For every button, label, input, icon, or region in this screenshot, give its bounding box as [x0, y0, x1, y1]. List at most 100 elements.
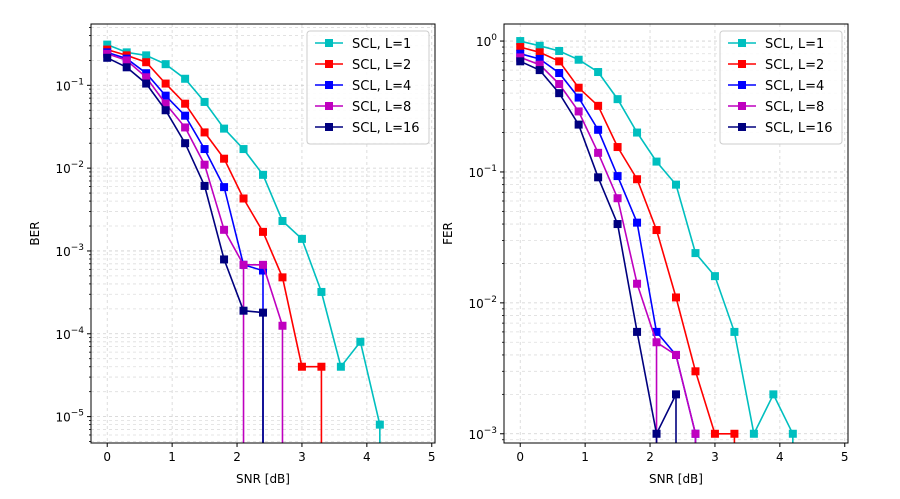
ber-data-point [200, 128, 209, 137]
fer-y-tick-label: 10−2 [468, 295, 497, 311]
fer-data-point [613, 95, 622, 104]
fer-y-ticks: 100 10−1 10−2 10−3 [468, 33, 504, 442]
fer-legend-label: SCL, L=1 [765, 37, 824, 52]
ber-data-point [259, 227, 267, 236]
ber-legend-box [306, 30, 430, 145]
fer-data-point [574, 83, 583, 92]
fer-data-point [613, 172, 622, 181]
fer-series-line [519, 56, 697, 434]
ber-data-point [142, 58, 151, 67]
fer-x-axis-label: SNR [dB] [649, 472, 703, 486]
fer-x-tick-label: 1 [581, 450, 589, 464]
fer-legend-swatch-marker [738, 123, 746, 131]
ber-data-point [161, 60, 170, 69]
fer-data-point [535, 60, 544, 69]
fer-data-point [633, 218, 642, 227]
ber-data-point [336, 362, 345, 371]
ber-x-tick-label: 2 [233, 450, 241, 464]
ber-data-point [239, 194, 248, 203]
fer-legend-item: SCL, L=4 [728, 79, 824, 94]
ber-legend-label: SCL, L=4 [352, 79, 411, 94]
fer-data-point [535, 41, 544, 50]
fer-data-point [516, 43, 525, 52]
fer-data-point [555, 69, 564, 78]
ber-legend-swatch-marker [325, 60, 333, 68]
fer-data-point [730, 327, 739, 336]
fer-legend-swatch-marker [738, 39, 746, 47]
ber-y-tick-label: 10−5 [55, 409, 84, 425]
fer-data-point [633, 175, 642, 184]
ber-data-point [220, 154, 229, 163]
fer-data-point [730, 429, 739, 438]
fer-data-point [633, 327, 642, 336]
ber-data-point [200, 97, 209, 106]
ber-x-tick-label: 5 [428, 450, 436, 464]
fer-data-point [710, 429, 719, 438]
fer-y-axis-label: FER [441, 222, 455, 245]
ber-data-point [181, 99, 190, 108]
fer-data-point [574, 107, 583, 116]
fer-series-1 [516, 37, 797, 443]
fer-series-line [519, 52, 697, 434]
ber-legend-label: SCL, L=16 [352, 121, 420, 136]
fer-data-point [691, 367, 700, 376]
fer-data-point [594, 148, 603, 157]
fer-data-point [555, 57, 564, 66]
ber-data-point [220, 225, 229, 234]
ber-data-point [259, 266, 267, 275]
fer-x-ticks: 0 1 2 3 4 5 [516, 443, 849, 464]
ber-data-point [181, 139, 190, 148]
fer-data-point [613, 220, 622, 229]
fer-data-point [769, 390, 778, 399]
fer-legend: SCL, L=1 SCL, L=2 SCL, L=4 SCL, L=8 SCL, L=1… [719, 30, 843, 145]
ber-legend-item: SCL, L=16 [315, 121, 420, 136]
fer-x-tick-label: 4 [776, 450, 784, 464]
ber-data-point [375, 420, 384, 429]
ber-data-point [200, 181, 209, 190]
ber-data-point [142, 69, 151, 78]
fer-legend-label: SCL, L=8 [765, 100, 824, 115]
fer-data-point [594, 173, 603, 182]
ber-data-point [220, 255, 229, 264]
ber-x-tick-label: 1 [168, 450, 176, 464]
ber-legend: SCL, L=1 SCL, L=2 SCL, L=4 SCL, L=8 SCL, L=1… [306, 30, 430, 145]
ber-legend-item: SCL, L=1 [315, 37, 411, 52]
ber-data-point [297, 362, 306, 371]
ber-y-tick-label: 10−1 [55, 77, 84, 93]
ber-data-point [239, 306, 248, 315]
ber-legend-item: SCL, L=2 [315, 58, 411, 73]
ber-series-line [106, 53, 284, 327]
ber-legend-swatch-marker [325, 123, 333, 131]
fer-legend-label: SCL, L=4 [765, 79, 824, 94]
fer-data-point [555, 46, 564, 55]
ber-data-point [278, 321, 287, 330]
fer-data-point [672, 293, 680, 302]
fer-series-2 [516, 43, 739, 443]
ber-data-point [356, 337, 365, 346]
ber-data-point [200, 145, 209, 154]
fer-axes-frame [503, 23, 849, 444]
fer-legend-item: SCL, L=1 [728, 37, 824, 52]
ber-x-tick-label: 4 [363, 450, 371, 464]
ber-data-point [317, 287, 326, 296]
ber-data-point [317, 362, 326, 371]
ber-data-point [259, 308, 267, 317]
fer-y-tick-label: 10−1 [468, 164, 497, 180]
ber-y-ticks: 10−1 10−2 10−3 10−4 10−5 [55, 27, 91, 442]
fer-series-5 [516, 57, 680, 443]
fer-data-point [594, 125, 603, 134]
ber-series-5 [103, 53, 267, 443]
fer-data-point [574, 120, 583, 129]
ber-y-axis-label: BER [28, 221, 42, 245]
fer-data-point [691, 429, 700, 438]
ber-data-point [161, 106, 170, 115]
ber-x-axis-label: SNR [dB] [236, 472, 290, 486]
fer-data-point [633, 279, 642, 288]
ber-data-point [181, 123, 190, 132]
ber-x-ticks: 0 1 2 3 4 5 [103, 443, 436, 464]
fer-data-point [516, 57, 525, 66]
fer-legend-box [719, 30, 843, 145]
ber-data-point [239, 145, 248, 154]
ber-legend-label: SCL, L=8 [352, 100, 411, 115]
